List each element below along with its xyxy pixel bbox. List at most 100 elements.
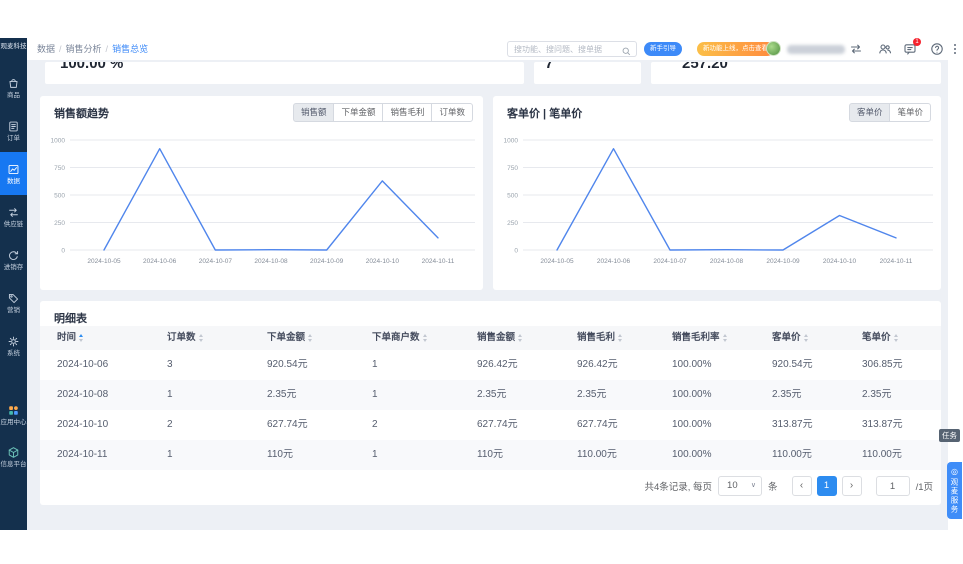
stat-value: 7 <box>545 62 554 72</box>
table-cell: 100.00% <box>672 389 712 400</box>
tab-客单价[interactable]: 客单价 <box>848 103 891 122</box>
help-icon[interactable] <box>930 42 944 56</box>
sidebar-item-供应链[interactable]: 供应链 <box>0 195 27 238</box>
tab-订单数[interactable]: 订单数 <box>431 103 473 122</box>
sort-caret-icon[interactable] <box>79 334 84 342</box>
svg-text:2024-10-08: 2024-10-08 <box>710 258 744 265</box>
table-cell: 110.00元 <box>577 449 617 460</box>
search-icon[interactable] <box>621 44 632 56</box>
sidebar-item-label: 数据 <box>7 177 20 185</box>
breadcrumb-item[interactable]: 数据 <box>37 44 56 54</box>
column-header-下单商户数[interactable]: 下单商户数 <box>355 326 460 350</box>
sidebar-item-系统[interactable]: 系统 <box>0 324 27 367</box>
table-cell: 1 <box>372 389 378 400</box>
sort-caret-icon[interactable] <box>722 334 727 342</box>
sort-caret-icon[interactable] <box>308 334 313 342</box>
svg-text:500: 500 <box>507 193 518 200</box>
message-icon[interactable]: 1 <box>903 38 921 56</box>
sort-caret-icon[interactable] <box>422 334 427 342</box>
column-header-笔单价[interactable]: 笔单价 <box>845 326 941 350</box>
sort-caret-icon[interactable] <box>518 334 523 342</box>
table-cell: 2024-10-08 <box>57 389 109 400</box>
bag-icon <box>7 77 20 90</box>
svg-text:250: 250 <box>507 220 518 227</box>
column-header-下单金额[interactable]: 下单金额 <box>250 326 355 350</box>
chart-icon <box>7 163 20 176</box>
breadcrumb-item[interactable]: 销售分析 <box>65 44 102 54</box>
gear-icon <box>7 335 20 348</box>
tab-笔单价[interactable]: 笔单价 <box>889 103 931 122</box>
search-input[interactable] <box>514 42 619 56</box>
sidebar-item-商品[interactable]: 商品 <box>0 66 27 109</box>
table-cell: 110元 <box>267 449 293 460</box>
sidebar-item-营销[interactable]: 营销 <box>0 281 27 324</box>
tab-销售额[interactable]: 销售额 <box>292 103 335 122</box>
main-content: 100.00 % 7 257.20 销售额趋势 销售额 下单金额 销售毛利 订单数 0… <box>27 60 948 530</box>
pagination: 共4条记录, 每页 10 ∨ 条 ‹ 1 › /1页 <box>644 475 933 497</box>
panel-title: 销售额趋势 <box>54 108 109 120</box>
table-cell: 110.00元 <box>862 449 902 460</box>
table-cell: 313.87元 <box>862 419 903 430</box>
column-header-客单价[interactable]: 客单价 <box>755 326 845 350</box>
more-dots-icon[interactable] <box>948 42 962 56</box>
table-row: 2024-10-11 1 110元 1 110元 110.00元 100.00% 110.00… <box>40 440 941 470</box>
sidebar-item-订单[interactable]: 订单 <box>0 109 27 152</box>
page-1-button[interactable]: 1 <box>816 476 837 496</box>
svg-text:1000: 1000 <box>51 138 66 145</box>
sidebar-item-应用中心[interactable]: 应用中心 <box>0 394 27 436</box>
page-jump-input[interactable] <box>875 476 910 496</box>
stat-value: 257.20 <box>682 62 728 72</box>
sidebar-item-进销存[interactable]: 进销存 <box>0 238 27 281</box>
column-header-label: 下单金额 <box>267 332 306 343</box>
table-cell: 920.54元 <box>267 359 308 370</box>
newbie-guide-button[interactable]: 新手引导 <box>644 42 682 56</box>
page-size-select[interactable]: 10 ∨ <box>718 476 763 496</box>
avatar[interactable] <box>766 41 781 56</box>
svg-text:750: 750 <box>507 165 518 172</box>
table-body: 2024-10-06 3 920.54元 1 926.42元 926.42元 100.00%… <box>40 350 941 470</box>
sidebar-nav: 商品订单数据供应链进销存营销系统 <box>0 66 27 367</box>
table-cell: 1 <box>372 449 378 460</box>
tab-下单金额[interactable]: 下单金额 <box>333 103 384 122</box>
task-float-tab[interactable]: 任务 <box>939 429 960 442</box>
sidebar-item-label: 进销存 <box>3 263 24 271</box>
page-size-value: 10 <box>727 480 738 491</box>
svg-text:2024-10-09: 2024-10-09 <box>310 258 344 265</box>
column-header-销售毛利率[interactable]: 销售毛利率 <box>655 326 755 350</box>
service-float-tab[interactable]: ◎ 观麦服务 <box>947 462 962 519</box>
sort-caret-icon[interactable] <box>893 334 898 342</box>
table-cell: 2.35元 <box>577 389 607 400</box>
prev-page-button[interactable]: ‹ <box>791 476 812 496</box>
table-cell: 2.35元 <box>862 389 892 400</box>
apps-icon <box>7 404 20 417</box>
table-row: 2024-10-10 2 627.74元 2 627.74元 627.74元 100.00%… <box>40 410 941 440</box>
headset-icon: ◎ <box>951 467 958 476</box>
column-header-订单数[interactable]: 订单数 <box>150 326 250 350</box>
breadcrumb: 数据 / 销售分析 / 销售总览 <box>37 38 148 60</box>
people-icon[interactable] <box>878 42 892 56</box>
sidebar-item-label: 系统 <box>7 349 20 357</box>
pagination-total-text: 共4条记录, 每页 <box>644 482 713 493</box>
column-header-销售金额[interactable]: 销售金额 <box>460 326 560 350</box>
column-header-时间[interactable]: 时间 <box>40 326 150 350</box>
sort-caret-icon[interactable] <box>198 334 203 342</box>
sort-caret-icon[interactable] <box>618 334 623 342</box>
stat-card-count: 7 <box>534 62 641 84</box>
sort-caret-icon[interactable] <box>803 334 808 342</box>
sidebar-item-label: 订单 <box>7 134 20 142</box>
order-icon <box>7 120 20 133</box>
next-page-button[interactable]: › <box>841 476 862 496</box>
sidebar-item-数据[interactable]: 数据 <box>0 152 27 195</box>
column-header-销售毛利[interactable]: 销售毛利 <box>560 326 655 350</box>
svg-text:2024-10-10: 2024-10-10 <box>823 258 857 265</box>
new-feature-button[interactable]: 新功能上线，点击查看 <box>697 42 774 56</box>
table-cell: 926.42元 <box>477 359 518 370</box>
swap-account-icon[interactable] <box>849 42 863 56</box>
breadcrumb-separator: / <box>59 44 62 54</box>
tab-销售毛利[interactable]: 销售毛利 <box>382 103 433 122</box>
sidebar: 观麦科技 商品 订单 数据 供应链 进销存 营销 系统 应用中心 信息平台 <box>0 38 27 530</box>
sidebar-item-信息平台[interactable]: 信息平台 <box>0 436 27 478</box>
column-header-label: 时间 <box>57 332 77 343</box>
message-badge: 1 <box>913 38 921 46</box>
table-cell: 306.85元 <box>862 359 903 370</box>
